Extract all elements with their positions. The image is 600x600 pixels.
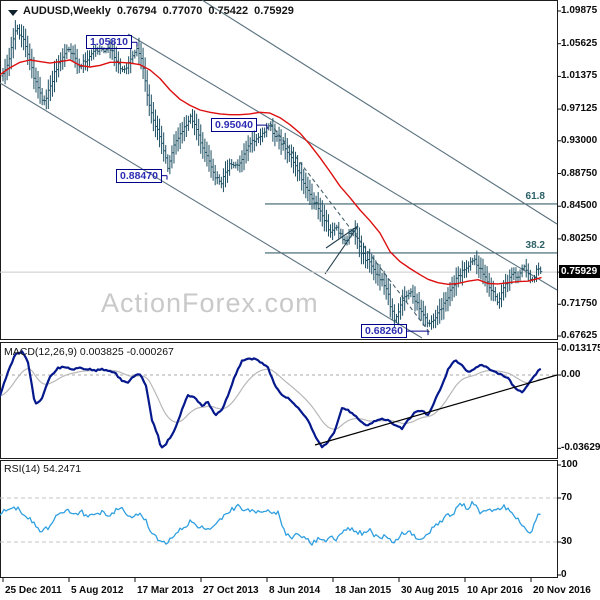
- rsi-axis-label: 70: [561, 492, 573, 503]
- chevron-down-icon[interactable]: [8, 10, 18, 16]
- price-axis-label: 0.97125: [561, 103, 598, 115]
- rsi-axis-label: 100: [561, 459, 578, 470]
- date-axis-label: 30 Aug 2015: [401, 585, 459, 596]
- price-axis-label: 1.09875: [561, 5, 598, 16]
- date-axis-label: 17 Mar 2013: [137, 585, 194, 596]
- date-axis-label: 27 Oct 2013: [203, 585, 259, 596]
- macd-indicator-label: MACD(12,26,9) 0.003825 -0.000267: [4, 346, 174, 358]
- rsi-value: 54.2471: [43, 463, 82, 475]
- channel-trendline: [0, 82, 423, 339]
- chart-title: AUDUSD,Weekly 0.76794 0.77070 0.75422 0.7592…: [23, 5, 300, 17]
- macd-axis-label: 0.00: [561, 369, 581, 380]
- channel-trendline: [201, 0, 558, 225]
- current-price-tag: 0.75929: [559, 265, 600, 279]
- dashed-trendline: [269, 122, 431, 334]
- fib-level-label: 61.8: [525, 190, 545, 202]
- low-value: 0.75422: [208, 5, 249, 17]
- high-value: 0.77070: [162, 5, 203, 17]
- pennant-trendline: [325, 225, 359, 249]
- macd-signal-line: [0, 368, 541, 430]
- channel-trendline: [127, 33, 558, 291]
- price-axis-label: 1.05625: [561, 37, 598, 49]
- macd-main-line: [0, 350, 542, 449]
- price-axis-label: 0.80250: [561, 232, 598, 244]
- rsi-axis-label: 30: [561, 536, 573, 547]
- macd-main-value: 0.003825: [79, 346, 124, 358]
- price-callout: 0.95040: [211, 118, 257, 133]
- open-value: 0.76794: [116, 5, 157, 17]
- price-callout: 0.68260: [361, 324, 407, 339]
- date-axis-label: 18 Jan 2015: [335, 585, 392, 596]
- symbol-period-label: AUDUSD,Weekly: [23, 5, 111, 17]
- date-axis-label: 10 Apr 2016: [467, 585, 523, 596]
- price-callout: 0.88470: [116, 168, 162, 183]
- rsi-axis-label: 0: [561, 569, 567, 580]
- price-axis-label: 0.88750: [561, 167, 598, 179]
- fib-level-label: 38.2: [525, 239, 545, 251]
- pane-border-1: [0, 342, 558, 459]
- price-axis-label: 0.84500: [561, 200, 598, 212]
- price-axis-label: 0.71750: [561, 298, 598, 310]
- macd-axis-label: 0.013175: [561, 343, 600, 354]
- moving-average-line: [0, 59, 542, 285]
- macd-axis-label: -0.036292: [561, 442, 600, 454]
- ohlc-bars: [1, 20, 543, 330]
- macd-signal-value: -0.000267: [126, 346, 174, 358]
- close-value: 0.75929: [254, 5, 294, 17]
- rsi-indicator-label: RSI(14) 54.2471: [4, 463, 81, 475]
- rsi-name: RSI(14): [4, 463, 41, 475]
- date-axis-label: 25 Dec 2011: [5, 585, 62, 596]
- price-axis-label: 0.93000: [561, 134, 598, 146]
- date-axis-label: 20 Nov 2016: [533, 585, 591, 596]
- pane-border-0: [0, 0, 558, 340]
- date-axis-label: 5 Aug 2012: [71, 585, 124, 596]
- pennant-trendline: [324, 225, 359, 275]
- macd-name: MACD(12,26,9): [4, 346, 77, 358]
- watermark: ActionForex.com: [101, 288, 319, 318]
- date-axis-label: 8 Jun 2014: [269, 585, 321, 596]
- pane-border-2: [0, 460, 558, 578]
- price-axis-label: 1.01375: [561, 70, 598, 82]
- macd-trendline: [314, 374, 558, 446]
- price-axis-label: 0.67625: [561, 330, 598, 341]
- price-callout: 1.05810: [86, 35, 132, 50]
- rsi-line: [0, 500, 541, 546]
